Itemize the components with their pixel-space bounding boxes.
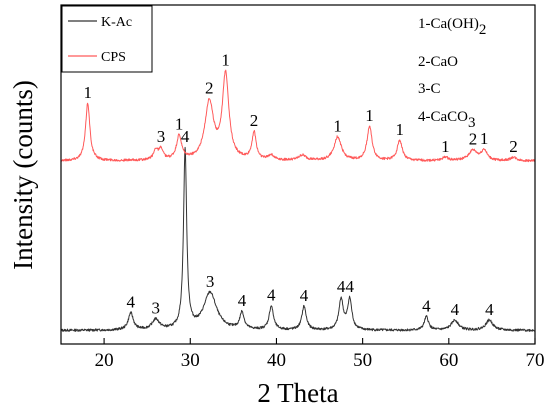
peak-label-k-ac-1: 3: [152, 298, 161, 317]
peak-label-cps-14: 1: [480, 129, 489, 148]
phase-key-4-dash: -: [426, 109, 431, 125]
phase-key-3-formula: C: [431, 81, 441, 97]
phase-key-2-formula: CaO: [431, 54, 459, 70]
legend-label-cps: CPS: [101, 50, 126, 65]
peak-label-cps-0: 1: [83, 83, 92, 102]
peak-label-cps-10: 1: [365, 106, 374, 125]
phase-key-1-dash: -: [426, 16, 431, 32]
x-axis-ticks: 20 30 40 50 60 70: [95, 338, 545, 371]
peak-label-cps-5: 1: [221, 50, 230, 69]
peak-label-k-ac-5: 4: [267, 286, 276, 305]
x-tick-label-50: 50: [353, 350, 372, 371]
peak-label-cps-2: 3: [157, 127, 166, 146]
phase-key-1-id: 1: [418, 16, 426, 32]
peak-label-k-ac-11: 4: [485, 300, 494, 319]
phase-key-3: 3-C: [418, 81, 441, 97]
phase-key-4-formula: CaCO: [431, 109, 469, 125]
peak-label-cps-4: 2: [205, 78, 214, 97]
peak-label-cps-3: 1: [175, 115, 184, 134]
peak-label-cps-15: 2: [509, 137, 518, 156]
x-tick-label-20: 20: [95, 350, 114, 371]
phase-key-4-id: 4: [418, 109, 426, 125]
peak-label-cps-9: 1: [333, 117, 342, 136]
peak-label-k-ac-0: 4: [127, 293, 136, 312]
phase-key-3-dash: -: [426, 81, 431, 97]
x-tick-label-30: 30: [181, 350, 200, 371]
phase-key-1: 1-Ca(OH)2: [418, 16, 486, 38]
peak-label-k-ac-7: 4: [337, 277, 346, 296]
x-tick-label-40: 40: [267, 350, 286, 371]
phase-key-2-dash: -: [426, 54, 431, 70]
peak-label-cps-6: 2: [250, 111, 259, 130]
peak-label-cps-13: 2: [469, 130, 478, 149]
phase-key-4-subscript: 3: [468, 115, 476, 131]
phase-key-4: 4-CaCO3: [418, 109, 476, 131]
legend-box: [61, 5, 153, 73]
legend: K-Ac CPS: [61, 5, 153, 73]
phase-key: 1-Ca(OH)2 2-CaO 3-C 4-CaCO3: [418, 16, 486, 131]
peak-label-k-ac-3: 3: [206, 272, 215, 291]
series-layer: [60, 69, 536, 332]
x-tick-label-60: 60: [439, 350, 458, 371]
peak-label-k-ac-4: 4: [238, 291, 247, 310]
series-line-cps: [60, 69, 536, 163]
peak-label-k-ac-9: 4: [422, 296, 431, 315]
peak-label-k-ac-2: 4: [181, 127, 190, 146]
y-axis-title: Intensity (counts): [8, 80, 38, 270]
x-axis-title: 2 Theta: [257, 378, 338, 408]
phase-key-1-subscript: 2: [479, 22, 487, 38]
legend-label-k-ac: K-Ac: [101, 15, 132, 30]
phase-key-3-id: 3: [418, 81, 426, 97]
phase-key-1-formula: Ca(OH): [431, 16, 479, 32]
peak-label-k-ac-6: 4: [300, 286, 309, 305]
phase-key-2: 2-CaO: [418, 54, 458, 70]
series-line-k-ac: [60, 146, 536, 332]
peak-label-k-ac-8: 4: [345, 277, 354, 296]
phase-key-2-id: 2: [418, 54, 426, 70]
peak-label-cps-12: 1: [441, 137, 450, 156]
peak-label-cps-11: 1: [395, 120, 404, 139]
x-tick-label-70: 70: [526, 350, 545, 371]
peak-label-k-ac-10: 4: [451, 300, 460, 319]
plot-frame: [60, 4, 536, 345]
